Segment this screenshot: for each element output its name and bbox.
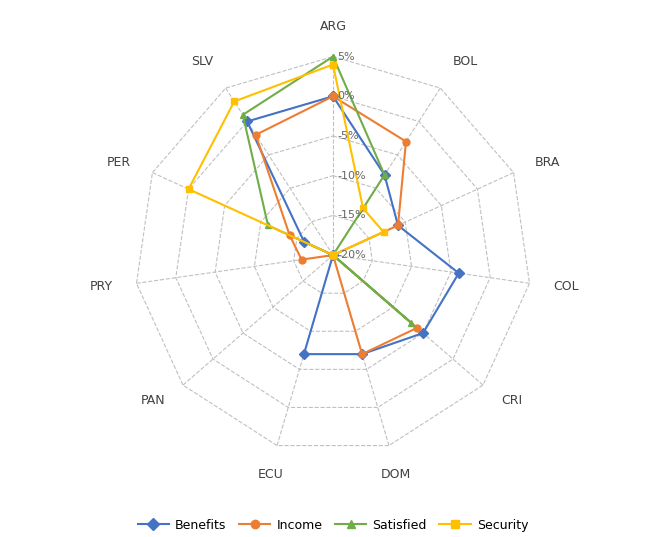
Text: 0%: 0%: [337, 91, 354, 101]
Text: PRY: PRY: [90, 280, 113, 293]
Text: BOL: BOL: [453, 55, 478, 68]
Text: 5%: 5%: [337, 52, 354, 62]
Text: CRI: CRI: [501, 394, 522, 407]
Text: COL: COL: [553, 280, 579, 293]
Text: -15%: -15%: [337, 211, 366, 220]
Text: -20%: -20%: [337, 250, 366, 260]
Text: DOM: DOM: [380, 468, 411, 481]
Text: -5%: -5%: [337, 131, 358, 141]
Text: ECU: ECU: [258, 468, 283, 481]
Text: -10%: -10%: [337, 171, 366, 180]
Text: BRA: BRA: [535, 156, 561, 169]
Legend: Benefits, Income, Satisfied, Security: Benefits, Income, Satisfied, Security: [133, 514, 533, 536]
Text: SLV: SLV: [190, 55, 213, 68]
Text: PER: PER: [107, 156, 131, 169]
Text: PAN: PAN: [141, 394, 165, 407]
Text: ARG: ARG: [320, 20, 346, 33]
